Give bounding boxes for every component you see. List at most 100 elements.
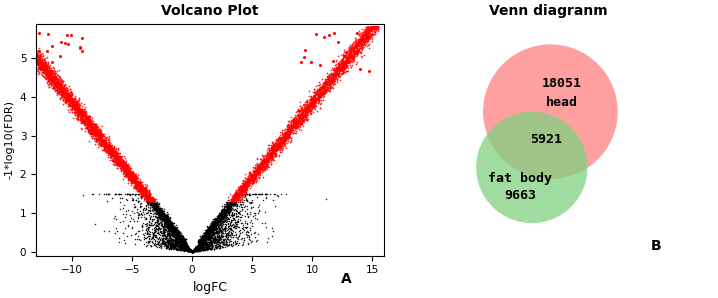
Point [38,67,50,72]
Point [61,96,73,100]
Point [149,203,161,208]
Point [163,246,174,251]
Point [258,161,269,166]
Point [216,226,228,231]
Point [294,117,306,122]
Point [75,115,86,120]
Point [138,185,149,190]
Point [195,243,207,247]
Point [199,230,210,235]
Point [93,130,104,134]
Point [126,166,137,171]
Point [83,121,95,125]
Point [180,242,191,246]
Point [192,246,203,251]
Point [264,153,276,158]
Point [238,188,249,193]
Point [277,140,289,145]
Point [62,92,73,97]
Point [130,173,141,178]
Point [224,221,236,226]
Point [149,206,161,210]
Point [159,217,171,222]
Point [160,221,172,225]
Point [266,145,278,149]
Point [150,226,162,231]
Point [320,82,332,87]
Point [173,233,185,238]
Point [114,207,126,211]
Point [209,236,220,241]
Point [333,63,345,68]
Point [55,94,67,99]
Point [69,100,80,104]
Point [322,80,334,85]
Point [96,137,108,142]
Point [80,114,91,119]
Point [88,126,100,131]
Point [94,132,106,136]
Point [356,35,368,40]
Point [327,76,339,81]
Point [314,93,326,98]
Point [195,240,206,245]
Point [85,123,96,128]
Point [55,84,66,89]
Point [309,99,321,104]
Point [267,149,279,154]
Point [43,75,55,80]
Point [263,148,274,153]
Point [93,137,105,142]
Point [293,108,304,112]
Point [169,221,180,225]
Point [37,61,48,66]
Point [297,112,309,117]
Point [151,218,163,223]
Point [213,218,224,223]
Point [166,225,177,229]
Point [150,201,162,206]
Point [208,219,219,224]
Point [225,201,237,206]
Point [322,74,334,78]
Point [62,96,73,101]
Point [101,146,112,151]
Point [209,222,220,226]
Point [168,224,180,229]
Point [179,243,190,247]
Point [41,77,52,82]
Point [78,118,89,122]
Point [265,153,276,158]
Point [194,245,205,250]
Point [95,138,107,143]
Point [327,78,339,83]
Point [238,187,250,192]
Point [353,51,364,56]
Point [204,230,215,235]
Point [360,38,372,43]
Point [144,196,155,201]
Point [177,238,189,243]
Point [132,180,144,184]
Point [252,168,264,173]
Point [286,128,297,133]
Point [190,245,201,250]
Point [346,54,358,59]
Point [275,138,286,142]
Point [197,240,208,245]
Point [164,217,175,222]
Point [230,198,241,203]
Point [88,124,100,129]
Point [128,171,139,176]
Point [350,54,362,59]
Point [240,184,251,188]
Point [50,80,62,85]
Point [210,221,221,226]
Point [243,170,255,174]
Point [201,236,213,241]
Point [139,192,151,197]
Point [45,69,56,74]
Point [215,218,227,223]
Point [51,79,62,83]
Point [237,184,248,189]
